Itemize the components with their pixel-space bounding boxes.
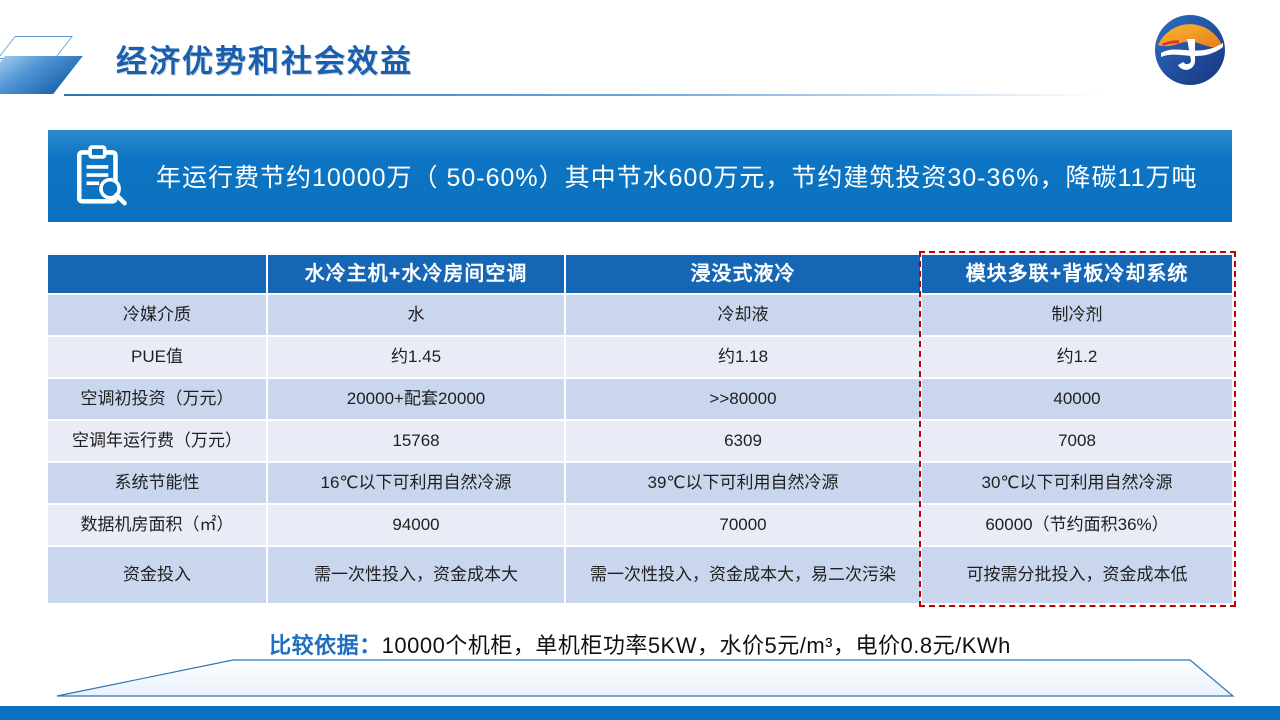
row-label: 空调年运行费（万元） <box>48 421 266 461</box>
table-header-water-cooled: 水冷主机+水冷房间空调 <box>268 255 564 293</box>
header-decoration-solid <box>0 56 83 94</box>
bottom-blue-bar <box>0 706 1280 720</box>
row-label: 数据机房面积（㎡） <box>48 505 266 545</box>
table-cell: 20000+配套20000 <box>268 379 564 419</box>
company-logo-icon <box>1155 15 1225 85</box>
table-cell: 水 <box>268 295 564 335</box>
table-cell: 30℃以下可利用自然冷源 <box>922 463 1232 503</box>
table-cell: 39℃以下可利用自然冷源 <box>566 463 920 503</box>
table-cell: 冷却液 <box>566 295 920 335</box>
table-cell: 约1.45 <box>268 337 564 377</box>
table-header-modular: 模块多联+背板冷却系统 <box>922 255 1232 293</box>
table-cell: 6309 <box>566 421 920 461</box>
row-label: 空调初投资（万元） <box>48 379 266 419</box>
table-cell: 可按需分批投入，资金成本低 <box>922 547 1232 603</box>
table-cell: 制冷剂 <box>922 295 1232 335</box>
bottom-trapezoid-decoration <box>56 659 1235 697</box>
page-title: 经济优势和社会效益 <box>116 44 413 79</box>
comparison-basis-note: 比较依据：10000个机柜，单机柜功率5KW，水价5元/m³，电价0.8元/KW… <box>0 628 1280 660</box>
table-cell: 7008 <box>922 421 1232 461</box>
table-cell: 94000 <box>268 505 564 545</box>
table-cell: 需一次性投入，资金成本大 <box>268 547 564 603</box>
row-label: 资金投入 <box>48 547 266 603</box>
key-message-banner: 年运行费节约10000万（ 50-60%）其中节水600万元，节约建筑投资30-… <box>48 130 1232 222</box>
table-cell: 40000 <box>922 379 1232 419</box>
banner-text: 年运行费节约10000万（ 50-60%）其中节水600万元，节约建筑投资30-… <box>156 164 1198 192</box>
footnote-text: 10000个机柜，单机柜功率5KW，水价5元/m³，电价0.8元/KWh <box>381 633 1011 658</box>
row-label: PUE值 <box>48 337 266 377</box>
table-cell: 需一次性投入，资金成本大，易二次污染 <box>566 547 920 603</box>
footnote-label: 比较依据： <box>269 633 382 658</box>
table-cell: 16℃以下可利用自然冷源 <box>268 463 564 503</box>
clipboard-magnifier-icon <box>76 145 127 206</box>
table-cell: 70000 <box>566 505 920 545</box>
comparison-table: 水冷主机+水冷房间空调 浸没式液冷 模块多联+背板冷却系统 冷媒介质 水 冷却液… <box>48 251 1236 607</box>
row-label: 系统节能性 <box>48 463 266 503</box>
table-cell: >>80000 <box>566 379 920 419</box>
table-header-immersion: 浸没式液冷 <box>566 255 920 293</box>
table-cell: 约1.2 <box>922 337 1232 377</box>
row-label: 冷媒介质 <box>48 295 266 335</box>
header-underline <box>64 94 1104 96</box>
table-cell: 15768 <box>268 421 564 461</box>
table-cell: 约1.18 <box>566 337 920 377</box>
table-cell: 60000（节约面积36%） <box>922 505 1232 545</box>
table-header-empty <box>48 255 266 293</box>
